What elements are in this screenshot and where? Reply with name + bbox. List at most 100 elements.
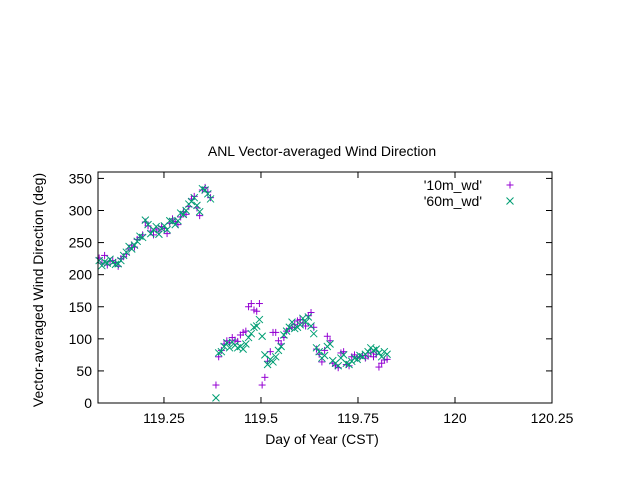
point-60m-wd: [271, 352, 280, 361]
point-60m-wd: [241, 340, 250, 348]
point-60m-wd: [263, 360, 272, 369]
x-axis-label: Day of Year (CST): [265, 431, 379, 447]
point-60m-wd: [195, 207, 204, 216]
point-60m-wd: [301, 318, 310, 327]
point-60m-wd: [261, 351, 269, 359]
point-60m-wd: [309, 329, 318, 338]
point-10m-wd: [101, 251, 109, 259]
x-tick-label: 119.5: [244, 410, 278, 426]
y-tick-label: 100: [69, 331, 93, 347]
x-tick-label: 120.25: [531, 410, 574, 426]
point-60m-wd: [165, 216, 174, 225]
point-10m-wd: [302, 322, 310, 330]
point-60m-wd: [383, 350, 391, 359]
point-60m-wd: [225, 343, 234, 352]
point-60m-wd: [312, 343, 321, 352]
point-10m-wd: [196, 212, 204, 220]
point-60m-wd: [206, 195, 215, 203]
point-60m-wd: [138, 233, 147, 242]
point-60m-wd: [133, 237, 142, 246]
point-60m-wd: [212, 394, 220, 402]
point-60m-wd: [277, 342, 286, 351]
point-10m-wd: [207, 194, 215, 202]
legend-label-10m-wd: '10m_wd': [424, 177, 482, 193]
point-60m-wd: [111, 260, 120, 269]
point-60m-wd: [146, 229, 155, 238]
point-60m-wd: [203, 189, 212, 198]
point-60m-wd: [255, 315, 264, 324]
point-60m-wd: [280, 331, 288, 339]
point-10m-wd: [323, 332, 331, 340]
point-10m-wd: [318, 358, 326, 366]
point-60m-wd: [372, 345, 381, 353]
point-60m-wd: [130, 241, 139, 250]
point-10m-wd: [310, 323, 318, 331]
point-60m-wd: [326, 340, 334, 348]
point-60m-wd: [307, 322, 315, 330]
x-tick-label: 119.75: [337, 410, 379, 426]
point-60m-wd: [247, 329, 256, 338]
legend: '10m_wd' '60m_wd': [424, 177, 514, 209]
point-60m-wd: [163, 225, 171, 234]
legend-marker-10m-wd: [506, 181, 514, 189]
x-tick-label: 120: [443, 410, 467, 426]
point-10m-wd: [375, 363, 383, 371]
point-10m-wd: [212, 381, 220, 389]
plot-frame: [97, 171, 553, 404]
point-60m-wd: [174, 216, 182, 225]
y-tick-label: 200: [69, 267, 93, 283]
point-10m-wd: [149, 231, 157, 239]
point-10m-wd: [321, 346, 329, 354]
y-axis-label: Vector-averaged Wind Direction (deg): [30, 173, 46, 407]
point-60m-wd: [201, 186, 209, 194]
point-10m-wd: [340, 348, 348, 356]
point-60m-wd: [155, 230, 163, 239]
point-60m-wd: [98, 261, 106, 270]
y-tick-label: 250: [69, 235, 93, 251]
legend-label-60m-wd: '60m_wd': [424, 193, 482, 209]
point-10m-wd: [264, 357, 272, 365]
point-60m-wd: [282, 327, 291, 335]
legend-marker-symbol: [506, 197, 514, 205]
point-60m-wd: [269, 358, 277, 366]
point-10m-wd: [326, 337, 334, 345]
point-60m-wd: [117, 256, 125, 265]
point-60m-wd: [353, 355, 362, 364]
data-points: [95, 183, 391, 402]
point-60m-wd: [239, 345, 247, 353]
y-tick-label: 0: [84, 395, 92, 411]
point-10m-wd: [247, 300, 255, 308]
point-60m-wd: [217, 347, 226, 356]
point-60m-wd: [296, 320, 305, 329]
point-60m-wd: [315, 347, 324, 356]
point-60m-wd: [377, 352, 386, 361]
point-60m-wd: [171, 220, 180, 229]
point-60m-wd: [334, 361, 343, 370]
point-60m-wd: [187, 197, 196, 206]
point-60m-wd: [304, 313, 313, 321]
y-tick-label: 350: [69, 170, 93, 186]
point-60m-wd: [182, 206, 190, 215]
point-10m-wd: [253, 307, 261, 315]
point-60m-wd: [252, 322, 261, 330]
y-tick-label: 300: [69, 203, 93, 219]
point-10m-wd: [163, 230, 171, 238]
point-10m-wd: [272, 328, 280, 336]
legend-marker-symbol: [506, 181, 514, 189]
point-60m-wd: [122, 248, 131, 257]
point-60m-wd: [127, 245, 136, 253]
point-60m-wd: [179, 210, 188, 219]
y-tick-label: 50: [76, 363, 92, 379]
point-60m-wd: [339, 351, 348, 359]
point-10m-wd: [255, 300, 263, 308]
y-tick-label: 150: [69, 299, 93, 315]
legend-marker-60m-wd: [506, 197, 514, 205]
point-60m-wd: [193, 201, 201, 210]
point-60m-wd: [258, 332, 266, 341]
point-60m-wd: [152, 222, 161, 231]
point-10m-wd: [258, 381, 266, 389]
axis-ticks: 0 50 100 150 200 250 300 350 119.25 119.5 119.75 12…: [69, 170, 574, 426]
chart-title: ANL Vector-averaged Wind Direction: [208, 143, 436, 159]
